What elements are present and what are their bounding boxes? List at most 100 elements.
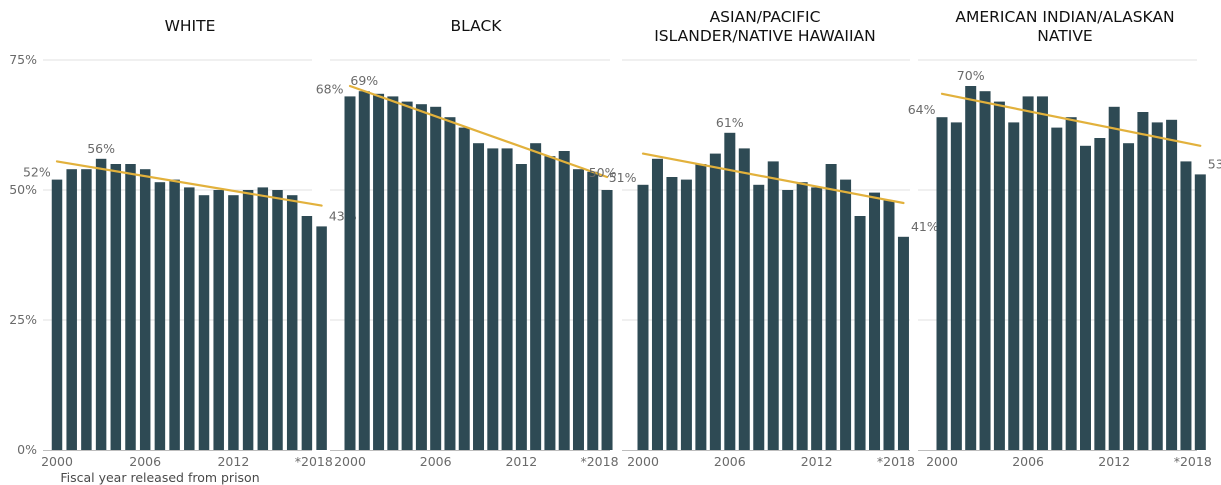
bar-2014 xyxy=(1137,112,1149,450)
bar-2000 xyxy=(344,96,356,451)
panel-title-line: NATIVE xyxy=(1037,27,1092,45)
x-tick-label: 2000 xyxy=(627,454,659,469)
bar-2005 xyxy=(125,164,136,450)
bar-2001 xyxy=(950,122,962,451)
bar-2012 xyxy=(1108,106,1120,451)
bar-2011 xyxy=(501,148,513,450)
panel-title-line: ISLANDER/NATIVE HAWAIIAN xyxy=(654,27,876,45)
bar-2006 xyxy=(430,106,442,451)
x-tick-label: *2018 xyxy=(877,454,915,469)
bar-2007 xyxy=(738,148,750,450)
x-tick-label: 2012 xyxy=(801,454,833,469)
bar-2012 xyxy=(228,195,239,450)
bar-2003 xyxy=(95,158,107,451)
trend-line xyxy=(940,92,1202,147)
panel-title: WHITE xyxy=(165,17,216,35)
bar-2006 xyxy=(1022,96,1034,451)
x-axis-label: Fiscal year released from prison xyxy=(60,470,259,485)
bar-2018 xyxy=(601,190,613,450)
bar-2008 xyxy=(1051,127,1063,450)
bar-2017 xyxy=(1180,161,1192,450)
x-tick-label: 2006 xyxy=(129,454,161,469)
bar-2009 xyxy=(184,187,195,450)
bar-2005 xyxy=(1008,122,1020,451)
bar-2017 xyxy=(301,216,313,450)
x-tick-label: 2000 xyxy=(334,454,366,469)
panel-title: BLACK xyxy=(451,17,503,35)
bar-2018 xyxy=(1194,174,1206,450)
bar-2006 xyxy=(724,132,736,451)
panel-title-line: AMERICAN INDIAN/ALASKAN xyxy=(955,8,1174,26)
x-tick-label: *2018 xyxy=(295,454,333,469)
bar-2009 xyxy=(767,161,779,450)
bar-2010 xyxy=(782,190,794,450)
bar-2005 xyxy=(709,153,721,450)
bar-2015 xyxy=(854,216,866,450)
bar-2010 xyxy=(1080,145,1091,451)
bar-2003 xyxy=(680,179,692,450)
trend-line xyxy=(55,160,323,207)
bar-2011 xyxy=(796,182,808,450)
data-label: 70% xyxy=(957,68,985,83)
bar-2008 xyxy=(753,184,765,451)
bar-2014 xyxy=(544,156,556,450)
panel-title-line: ASIAN/PACIFIC xyxy=(710,8,821,26)
bar-2009 xyxy=(1065,117,1077,450)
bar-2011 xyxy=(213,190,224,450)
x-tick-label: 2000 xyxy=(926,454,958,469)
x-tick-label: 2012 xyxy=(217,454,249,469)
bar-2004 xyxy=(110,164,122,450)
bar-2000 xyxy=(51,179,63,450)
bar-2015 xyxy=(1151,122,1163,451)
bar-2002 xyxy=(965,86,977,450)
data-label: 68% xyxy=(316,81,344,96)
data-label: 51% xyxy=(609,170,637,185)
bar-2007 xyxy=(154,182,166,450)
data-label: 64% xyxy=(908,102,936,117)
bar-2001 xyxy=(651,158,663,451)
data-label: 61% xyxy=(716,115,744,130)
x-tick-label: 2012 xyxy=(1098,454,1130,469)
bar-2016 xyxy=(286,195,298,450)
bar-2003 xyxy=(387,96,399,451)
x-tick-label: 2006 xyxy=(420,454,452,469)
bar-2000 xyxy=(936,117,948,450)
x-tick-label: *2018 xyxy=(1174,454,1212,469)
x-tick-label: 2006 xyxy=(1012,454,1044,469)
x-tick-label: 2000 xyxy=(41,454,73,469)
bar-2010 xyxy=(487,148,499,450)
y-tick-label: 0% xyxy=(17,442,37,457)
bar-2008 xyxy=(458,127,470,450)
y-tick-label: 50% xyxy=(9,182,37,197)
bar-2000 xyxy=(637,184,649,451)
data-label: 50% xyxy=(589,165,617,180)
data-label: 52% xyxy=(23,165,51,180)
bar-2014 xyxy=(257,187,269,450)
bar-2004 xyxy=(695,164,707,450)
bar-2004 xyxy=(993,101,1005,450)
bar-2017 xyxy=(883,200,895,450)
bar-2015 xyxy=(272,190,283,450)
bar-2013 xyxy=(825,164,837,450)
bar-2001 xyxy=(358,91,370,450)
bar-2004 xyxy=(401,101,413,450)
bar-2007 xyxy=(1036,96,1048,451)
bar-2001 xyxy=(66,169,77,450)
bar-2009 xyxy=(473,143,485,450)
bar-2002 xyxy=(666,177,678,450)
bar-2013 xyxy=(242,190,254,450)
bar-2015 xyxy=(558,151,570,450)
data-label: 53% xyxy=(1208,156,1221,171)
bar-2016 xyxy=(869,192,881,450)
bar-2018 xyxy=(316,226,327,450)
bar-2010 xyxy=(198,195,210,450)
bar-2003 xyxy=(979,91,991,450)
bar-2013 xyxy=(1123,143,1135,450)
y-tick-label: 25% xyxy=(9,312,37,327)
bar-2018 xyxy=(897,236,909,450)
bar-2002 xyxy=(373,93,385,451)
bar-2002 xyxy=(81,169,92,450)
bar-2008 xyxy=(169,179,180,450)
bar-2012 xyxy=(515,164,527,450)
